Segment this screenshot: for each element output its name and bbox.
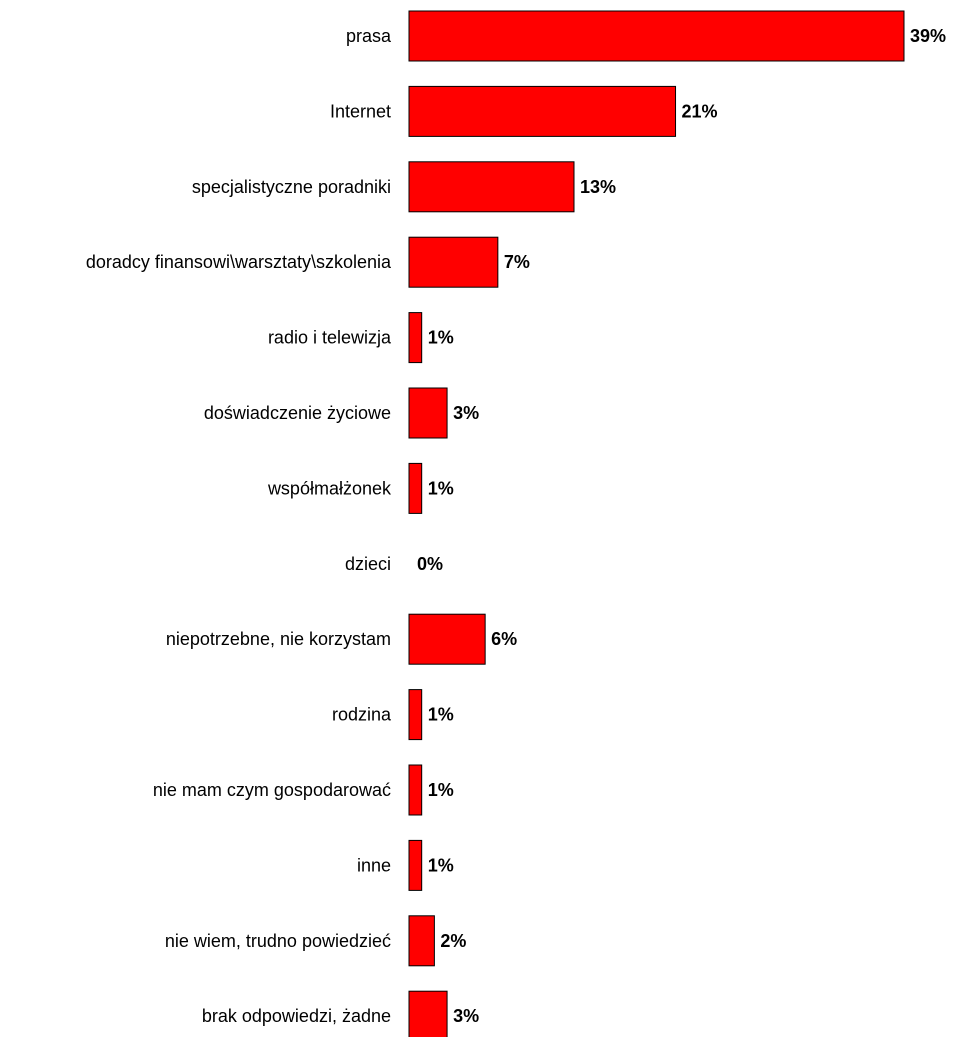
bar: [408, 764, 423, 816]
bars-layer: [408, 10, 905, 1042]
category-label: brak odpowiedzi, żadne: [202, 1006, 391, 1026]
bar: [408, 312, 423, 364]
category-label: nie wiem, trudno powiedzieć: [165, 931, 391, 951]
value-label: 6%: [491, 629, 517, 649]
value-label: 1%: [428, 780, 454, 800]
bar: [408, 613, 486, 665]
category-label: nie mam czym gospodarować: [153, 780, 391, 800]
bar: [408, 236, 499, 288]
category-label: dzieci: [345, 554, 391, 574]
category-label: inne: [357, 855, 391, 875]
bar: [408, 839, 423, 891]
value-label: 1%: [428, 855, 454, 875]
value-label: 3%: [453, 1006, 479, 1026]
value-label: 21%: [682, 101, 718, 121]
value-label: 1%: [428, 328, 454, 348]
category-label: prasa: [346, 26, 392, 46]
bar: [408, 161, 575, 213]
category-label: doradcy finansowi\warsztaty\szkolenia: [86, 252, 392, 272]
category-label: doświadczenie życiowe: [204, 403, 391, 423]
category-label: Internet: [330, 101, 391, 121]
category-label: współmałżonek: [267, 478, 392, 498]
bar: [408, 85, 677, 137]
category-label: rodzina: [332, 705, 392, 725]
category-label: niepotrzebne, nie korzystam: [166, 629, 391, 649]
bar: [408, 10, 905, 62]
category-label: radio i telewizja: [268, 328, 392, 348]
value-label: 39%: [910, 26, 946, 46]
value-label: 3%: [453, 403, 479, 423]
bar: [408, 915, 435, 967]
value-label: 7%: [504, 252, 530, 272]
value-label: 2%: [440, 931, 466, 951]
bar: [408, 387, 448, 439]
labels-layer: prasa 39% Internet 21% specjalistyczne porad…: [86, 26, 946, 1026]
value-label: 1%: [428, 705, 454, 725]
bar: [408, 689, 423, 741]
value-label: 13%: [580, 177, 616, 197]
category-label: specjalistyczne poradniki: [192, 177, 391, 197]
bar: [408, 990, 448, 1042]
value-label: 1%: [428, 478, 454, 498]
value-label: 0%: [417, 554, 443, 574]
bar: [408, 462, 423, 514]
